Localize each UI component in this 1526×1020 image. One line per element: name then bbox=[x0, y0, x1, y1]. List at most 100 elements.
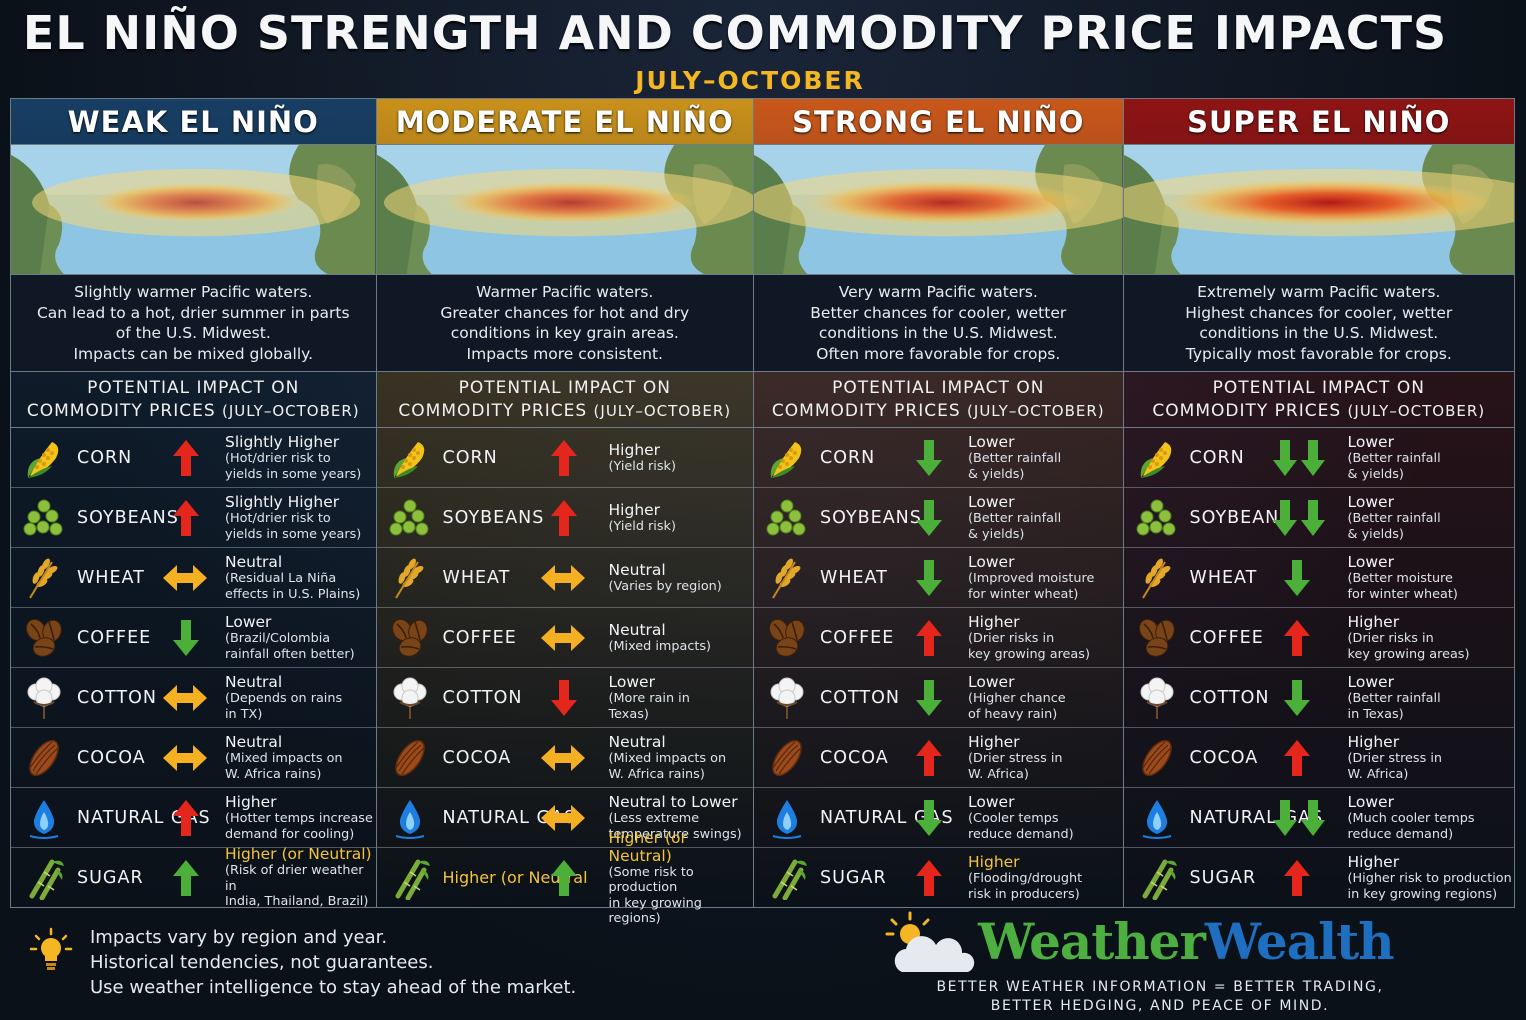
impact-detail: (More rain in bbox=[608, 691, 690, 706]
impact-lead: Neutral bbox=[225, 553, 283, 571]
panel-description: Extremely warm Pacific waters. Highest ch… bbox=[1123, 275, 1515, 372]
impact-lead: Lower bbox=[968, 493, 1015, 511]
impact-heading-period: (JULY–OCTOBER) bbox=[222, 401, 360, 420]
impact-note: Higher (Higher risk to production in key … bbox=[1348, 848, 1512, 907]
impact-heading-period: (JULY–OCTOBER) bbox=[967, 401, 1105, 420]
impact-lead: Higher bbox=[608, 500, 661, 519]
coffee-icon bbox=[11, 608, 77, 667]
impact-note: Lower (Higher chance of heavy rain) bbox=[968, 668, 1066, 727]
commodity-row: SUGAR Higher (Higher risk to production i… bbox=[1124, 848, 1514, 907]
commodity-name: SOYBEANS bbox=[820, 507, 922, 528]
impact-lead: Higher bbox=[968, 733, 1020, 751]
arrow-down-icon bbox=[914, 796, 944, 840]
impact-detail: (Higher risk to production bbox=[1347, 871, 1512, 886]
commodity-name: WHEAT bbox=[442, 567, 511, 588]
impact-detail: demand for cooling) bbox=[225, 826, 355, 842]
impact-note: Neutral (Mixed impacts on W. Africa rains… bbox=[225, 728, 343, 787]
arrow-down-icon bbox=[1272, 496, 1326, 540]
commodity-row: SOYBEANS Lower (Better rainfall & yields) bbox=[1123, 488, 1515, 548]
impact-detail: for winter wheat) bbox=[968, 586, 1079, 602]
arrow-down-icon bbox=[549, 676, 579, 720]
impact-detail: (Mixed impacts) bbox=[608, 638, 712, 654]
impact-detail: (Yield risk) bbox=[608, 458, 676, 474]
description-line: conditions in key grain areas. bbox=[450, 324, 679, 342]
commodity-row: CORN Slightly Higher (Hot/drier risk to y… bbox=[11, 428, 376, 488]
impact-detail: (Better rainfall bbox=[1347, 691, 1441, 706]
arrow-up-icon bbox=[171, 496, 201, 540]
impact-lead: Higher bbox=[968, 853, 1020, 871]
tagline-line: BETTER HEDGING, AND PEACE OF MIND. bbox=[990, 998, 1330, 1014]
impact-detail: W. Africa rains) bbox=[225, 766, 322, 782]
impact-lead: Higher bbox=[1347, 613, 1400, 631]
impact-heading-line2: COMMODITY PRICES (JULY–OCTOBER) bbox=[27, 400, 360, 423]
commodity-list: CORN Higher (Yield risk) SOYBEANS Higher… bbox=[376, 428, 754, 926]
impact-note: Neutral (Depends on rains in TX) bbox=[225, 668, 342, 727]
impact-detail: (Residual La Niña bbox=[225, 571, 337, 586]
impact-detail: (Better rainfall bbox=[968, 451, 1062, 466]
arrow-up-icon bbox=[171, 796, 201, 840]
corn-icon bbox=[11, 428, 77, 487]
impact-detail: Texas) bbox=[608, 706, 649, 722]
impact-note: Lower (Better rainfall & yields) bbox=[968, 488, 1061, 547]
sugar-icon bbox=[1124, 848, 1190, 907]
impact-detail: (Mixed impacts on bbox=[608, 751, 727, 766]
arrow-up-icon bbox=[914, 616, 944, 660]
impact-detail: temperature swings) bbox=[608, 826, 742, 842]
impact-lead: Slightly Higher bbox=[225, 433, 340, 451]
description-line: Slightly warmer Pacific waters. bbox=[74, 283, 313, 301]
natural-gas-icon bbox=[754, 788, 820, 847]
impact-lead: Lower bbox=[1347, 793, 1394, 811]
commodity-name: COCOA bbox=[820, 747, 889, 768]
impact-detail: (Depends on rains bbox=[225, 691, 343, 706]
impact-detail: W. Africa) bbox=[968, 766, 1029, 782]
wheat-icon bbox=[377, 548, 443, 607]
panel-description: Slightly warmer Pacific waters. Can lead … bbox=[11, 275, 376, 372]
sugar-icon bbox=[11, 848, 77, 907]
impact-note: Higher (Drier risks in key growing areas) bbox=[968, 608, 1090, 667]
commodity-list: CORN Lower (Better rainfall & yields) SOY… bbox=[1123, 428, 1515, 907]
cotton-icon bbox=[377, 668, 443, 727]
commodity-row: COTTON Lower (More rain in Texas) bbox=[376, 668, 754, 728]
commodity-row: Higher (or Neutral Higher (or Neutral) (… bbox=[377, 829, 754, 926]
impact-lead: Higher bbox=[608, 440, 661, 459]
arrow-up-icon bbox=[171, 856, 201, 900]
commodity-row: NATURAL GAS Neutral to Lower (Less extre… bbox=[376, 788, 754, 848]
commodity-name: COCOA bbox=[442, 747, 512, 768]
impact-detail: (Some risk to production bbox=[608, 864, 694, 896]
commodity-row: CORN Lower (Better rainfall & yields) bbox=[1123, 428, 1515, 488]
impact-detail: & yields) bbox=[968, 526, 1025, 542]
commodity-name: COFFEE bbox=[1189, 627, 1264, 648]
arrow-up-icon bbox=[171, 436, 201, 480]
arrow-up-icon bbox=[914, 736, 944, 780]
impact-note: Lower (Better rainfall & yields) bbox=[1348, 428, 1441, 487]
commodity-name: SUGAR bbox=[1189, 867, 1257, 888]
impact-lead: Neutral bbox=[608, 560, 666, 579]
impact-detail: risk in producers) bbox=[968, 886, 1080, 902]
footer-line: Historical tendencies, not guarantees. bbox=[90, 952, 434, 973]
impact-lead: Lower bbox=[1347, 673, 1394, 691]
commodity-name: Higher (or Neutral bbox=[442, 868, 588, 887]
impact-heading: POTENTIAL IMPACT ON COMMODITY PRICES (JU… bbox=[1123, 372, 1515, 428]
arrow-both-icon bbox=[161, 676, 209, 720]
commodity-name: COFFEE bbox=[820, 627, 895, 648]
commodity-name: WHEAT bbox=[77, 567, 145, 588]
impact-lead: Neutral bbox=[608, 733, 666, 751]
arrow-up-icon bbox=[914, 856, 944, 900]
arrow-both-icon bbox=[161, 556, 209, 600]
sea-temperature-map bbox=[376, 145, 754, 275]
commodity-name: CORN bbox=[77, 447, 133, 468]
commodity-row: CORN Lower (Better rainfall & yields) bbox=[754, 428, 1123, 488]
impact-detail: (Drier stress in bbox=[968, 751, 1063, 766]
panels-grid: WEAK EL NIÑO Slightly warmer Pacific wat… bbox=[10, 98, 1515, 926]
impact-lead: Lower bbox=[1347, 493, 1394, 511]
description-line: Very warm Pacific waters. bbox=[838, 283, 1038, 301]
commodity-row: COCOA Higher (Drier stress in W. Africa) bbox=[754, 728, 1123, 788]
impact-heading: POTENTIAL IMPACT ON COMMODITY PRICES (JU… bbox=[376, 372, 754, 428]
arrow-down-icon bbox=[171, 616, 201, 660]
footer-line: Impacts vary by region and year. bbox=[90, 927, 388, 948]
arrow-up-icon bbox=[1282, 736, 1312, 780]
impact-detail: (Improved moisture bbox=[968, 571, 1095, 586]
commodity-row: SOYBEANS Higher (Yield risk) bbox=[376, 488, 754, 548]
commodity-row: SOYBEANS Lower (Better rainfall & yields) bbox=[754, 488, 1123, 548]
description-line: conditions in the U.S. Midwest. bbox=[1199, 324, 1439, 342]
